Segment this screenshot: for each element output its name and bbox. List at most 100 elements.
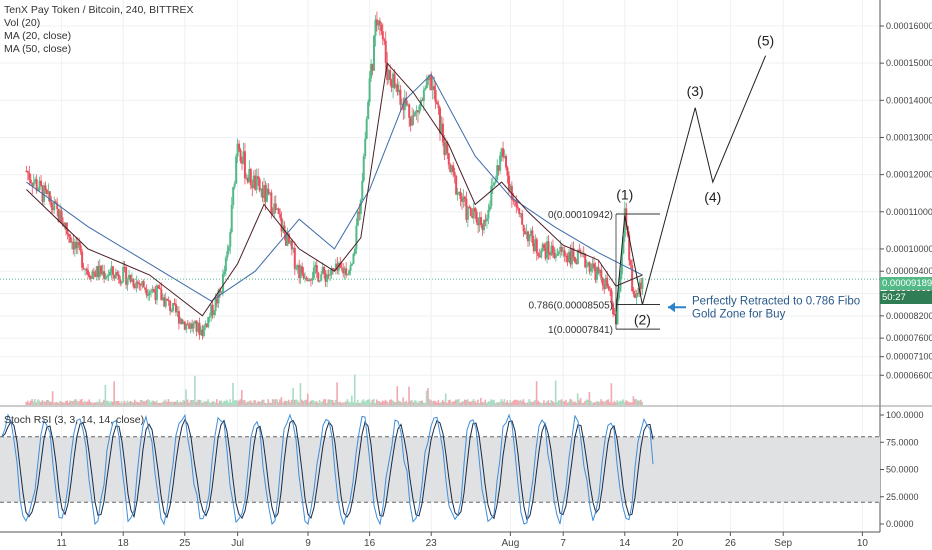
candle-body: [463, 196, 466, 199]
volume-bar: [559, 400, 561, 405]
candle-body: [397, 89, 400, 93]
candle-body: [383, 39, 386, 41]
wave-path: [615, 55, 767, 313]
candle-body: [163, 297, 166, 307]
candle-body: [635, 293, 638, 298]
volume-bar: [610, 383, 613, 405]
candle-body: [51, 207, 54, 211]
volume-bar: [142, 401, 145, 405]
volume-bar: [568, 401, 570, 405]
candle-body: [287, 233, 290, 244]
candle-body: [224, 257, 227, 272]
volume-bar: [613, 400, 616, 405]
volume-bar: [201, 402, 203, 405]
volume-bar: [519, 399, 522, 405]
candle-body: [399, 89, 402, 105]
candle-body: [353, 248, 356, 254]
volume-bar: [463, 399, 466, 405]
volume-bar: [205, 401, 208, 405]
volume-bar: [547, 400, 550, 405]
volume-bar: [72, 401, 74, 405]
volume-bar: [601, 400, 604, 405]
rsi-tick-label: 0.0000: [886, 519, 914, 529]
volume-bar: [41, 400, 44, 405]
candle-body: [433, 86, 436, 91]
candle-body: [351, 263, 353, 266]
wave-label: (5): [757, 33, 774, 49]
volume-bar: [395, 401, 397, 405]
candle-body: [628, 235, 631, 261]
volume-bar: [207, 399, 209, 405]
candle-body: [289, 240, 292, 244]
volume-bar: [87, 401, 89, 405]
volume-bar: [553, 402, 555, 405]
candle-body: [106, 276, 109, 278]
candle-body: [381, 31, 384, 40]
candle-body: [343, 268, 346, 274]
volume-bar: [349, 402, 352, 405]
candle-body: [220, 291, 223, 293]
candle-body: [588, 262, 591, 272]
volume-bar: [276, 399, 278, 405]
candle-body: [358, 211, 361, 214]
volume-bar: [273, 399, 275, 405]
volume-bar: [578, 400, 580, 405]
volume-bar: [466, 399, 469, 405]
volume-bar: [348, 401, 350, 405]
candle-body: [471, 215, 474, 218]
candle-body: [207, 316, 210, 328]
candle-body: [415, 110, 418, 113]
volume-bar: [155, 400, 158, 405]
candle-body: [214, 298, 217, 312]
candle-body: [274, 203, 277, 210]
volume-bar: [483, 402, 485, 405]
volume-bar: [443, 401, 445, 405]
volume-bar: [160, 402, 162, 405]
volume-bar: [183, 400, 186, 405]
candle-body: [406, 104, 409, 106]
price-tick-label: 0.00016000: [886, 21, 932, 31]
volume-bar: [637, 400, 639, 405]
candle-body: [488, 206, 491, 210]
volume-bar: [632, 396, 635, 405]
time-tick-label: 25: [179, 538, 191, 549]
rsi-legend: Stoch RSI (3, 3, 14, 14, close): [4, 414, 145, 426]
volume-bar: [396, 386, 399, 405]
candle-body: [279, 214, 282, 218]
volume-bar: [507, 402, 510, 405]
candle-body: [483, 219, 485, 231]
candle-body: [270, 192, 273, 213]
volume-bar: [232, 382, 234, 405]
candle-body: [632, 290, 635, 295]
candle-body: [554, 255, 557, 258]
volume-bar: [510, 402, 513, 405]
candle-body: [157, 285, 160, 288]
candle-body: [598, 269, 601, 274]
candle-body: [153, 289, 155, 293]
volume-bar: [285, 400, 287, 405]
candle-body: [380, 24, 383, 32]
candle-body: [252, 175, 255, 189]
candle-body: [43, 185, 45, 202]
candle-body: [531, 230, 534, 243]
volume-bar: [641, 401, 643, 405]
volume-bar: [238, 400, 240, 405]
volume-bar: [503, 399, 506, 405]
volume-bar: [139, 400, 142, 405]
candle-body: [428, 75, 431, 81]
volume-bar: [414, 400, 416, 405]
volume-bar: [330, 400, 333, 405]
volume-bar: [89, 401, 92, 405]
candle-body: [221, 274, 224, 292]
candle-body: [295, 268, 298, 270]
volume-bar: [531, 402, 533, 405]
candle-body: [436, 102, 439, 105]
candle-body: [210, 304, 213, 317]
volume-bar: [458, 399, 460, 405]
candle-body: [491, 185, 494, 187]
candle-body: [180, 319, 183, 324]
candle-body: [459, 191, 462, 199]
volume-bar: [199, 400, 202, 405]
